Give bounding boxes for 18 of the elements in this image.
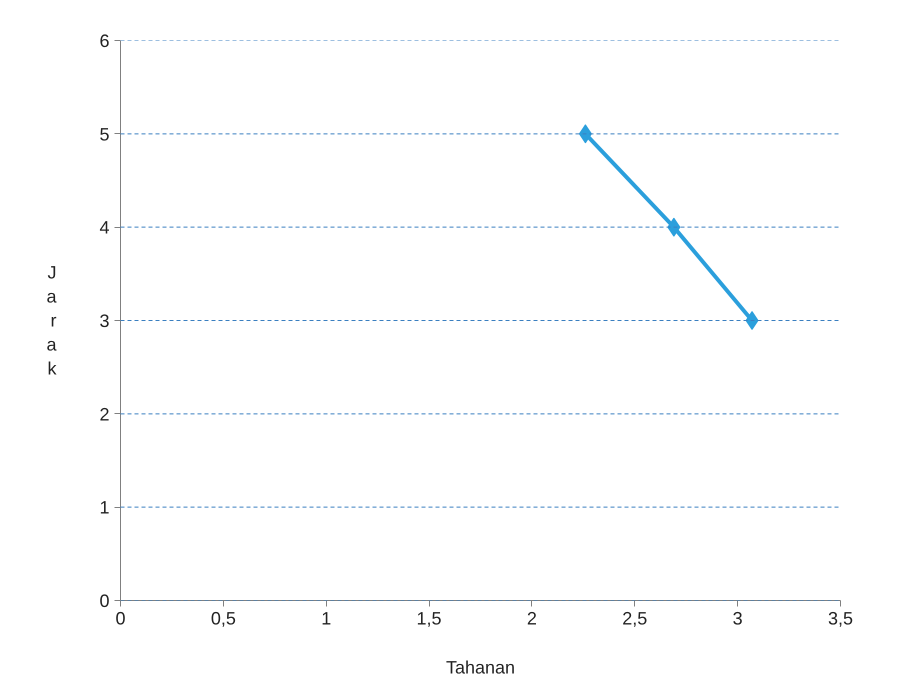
y-axis-title: Jarak: [46, 262, 58, 378]
x-tick-label: 2: [526, 608, 537, 628]
x-tick-label: 1: [321, 608, 332, 628]
x-tick-label: 2,5: [622, 608, 648, 628]
y-tick-label: 3: [99, 311, 110, 331]
x-axis-title: Tahanan: [446, 658, 516, 678]
point: [746, 311, 759, 330]
y-tick-label: 4: [99, 218, 110, 238]
y-tick-label: 2: [99, 404, 110, 424]
y-tick-label: 1: [99, 498, 110, 518]
x-tick-label: 3,5: [828, 608, 854, 628]
y-tick-label: 0: [99, 591, 110, 611]
x-tick-label: 0: [115, 608, 126, 628]
x-tick-label: 1,5: [416, 608, 442, 628]
y-tick-label: 6: [99, 31, 110, 51]
x-tick-label: 0,5: [210, 608, 236, 628]
x-tick-label: 3: [732, 608, 743, 628]
y-tick-label: 5: [99, 124, 110, 144]
